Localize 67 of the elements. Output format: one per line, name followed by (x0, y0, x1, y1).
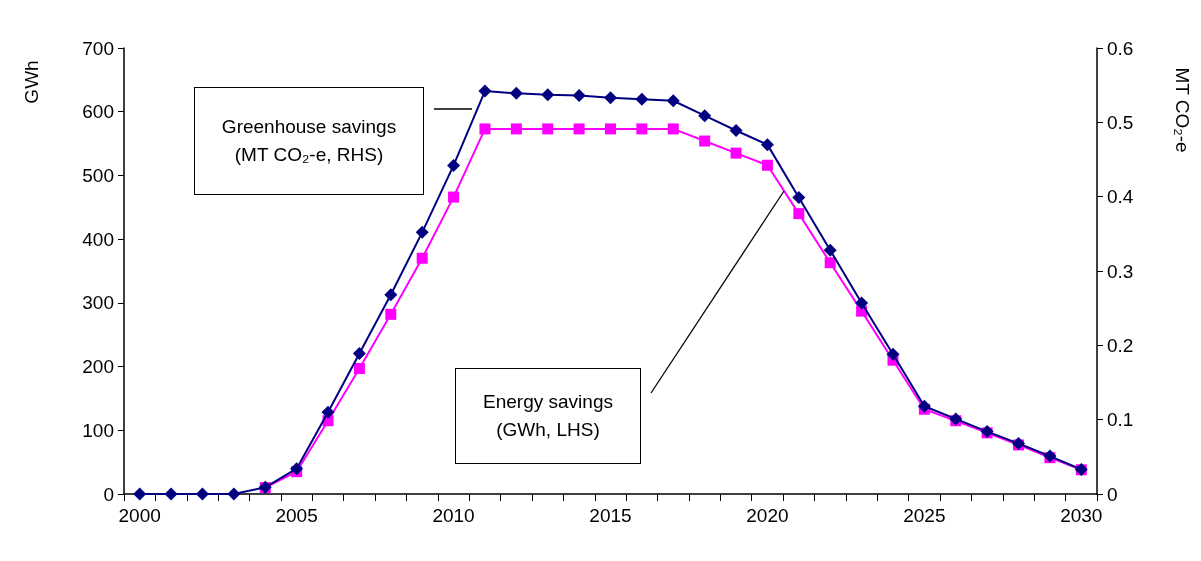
point (542, 123, 554, 135)
y2-tick-label: 0.5 (1107, 111, 1134, 133)
y2-tick-label: 0.3 (1107, 260, 1134, 282)
x-tick-label: 2005 (275, 505, 318, 526)
point (886, 347, 900, 361)
point (636, 123, 648, 135)
callout-box: Energy savings (GWh, LHS) (455, 368, 641, 464)
x-tick-label: 2030 (1060, 505, 1103, 526)
point (415, 225, 429, 239)
point (478, 84, 492, 98)
point (352, 347, 366, 361)
callout-box: Greenhouse savings (MT CO₂-e, RHS) (194, 87, 424, 195)
point (133, 487, 147, 501)
y2-tick-label: 0.1 (1107, 409, 1134, 431)
x-tick-label: 2025 (903, 505, 946, 526)
point (416, 252, 428, 264)
point (730, 147, 742, 159)
y-tick-label: 400 (82, 228, 114, 250)
point (760, 138, 774, 152)
y-tick-label: 500 (82, 164, 114, 186)
point (604, 91, 617, 105)
y2-tick-label: 0.4 (1107, 186, 1134, 208)
y-tick-label: 300 (82, 292, 114, 314)
x-tick-label: 2015 (589, 505, 632, 526)
point (479, 123, 491, 135)
point (164, 487, 178, 501)
point (573, 123, 585, 135)
point (195, 487, 209, 501)
point (290, 462, 304, 476)
point (353, 362, 365, 374)
point (448, 191, 460, 203)
y2-tick-label: 0.2 (1107, 334, 1134, 356)
point (667, 123, 679, 135)
y-axis-title: GWh (21, 60, 42, 104)
point (666, 94, 680, 108)
point (447, 158, 461, 172)
point (541, 88, 555, 102)
y2-axis-title: MT CO₂-e (1172, 67, 1193, 153)
point (572, 89, 586, 103)
point (917, 399, 931, 413)
y-tick-label: 600 (82, 101, 114, 123)
y2-tick-label: 0 (1107, 483, 1118, 505)
y2-tick-label: 0.6 (1107, 37, 1134, 59)
point (729, 124, 743, 138)
point (699, 135, 711, 147)
y-tick-label: 700 (82, 37, 114, 59)
x-tick-label: 2010 (432, 505, 475, 526)
point (509, 86, 523, 100)
y-tick-label: 100 (82, 419, 114, 441)
point (793, 208, 805, 220)
point (510, 123, 522, 135)
y-tick-label: 0 (103, 483, 114, 505)
x-tick-label: 2000 (118, 505, 161, 526)
point (792, 190, 806, 204)
point (824, 257, 836, 269)
point (385, 308, 397, 320)
point (823, 243, 837, 257)
point (227, 487, 241, 501)
x-tick-label: 2020 (746, 505, 789, 526)
point (384, 288, 398, 302)
point (605, 123, 616, 135)
point (321, 405, 335, 419)
point (635, 92, 649, 106)
point (855, 296, 869, 310)
point (761, 159, 773, 171)
y-tick-label: 200 (82, 356, 114, 378)
point (698, 109, 712, 123)
